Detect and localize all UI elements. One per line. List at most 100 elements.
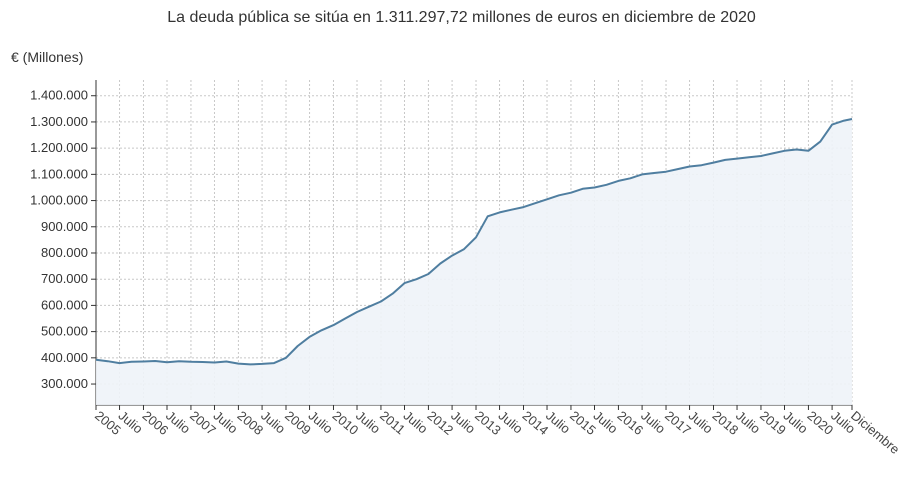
- x-tick-label: Julio: [543, 408, 573, 437]
- data-point: [546, 198, 549, 201]
- y-tick-label: 600.000: [41, 297, 88, 312]
- x-tick-label: 2016: [614, 408, 646, 438]
- data-point: [106, 360, 109, 363]
- data-point: [851, 117, 854, 120]
- y-tick-label: 1.400.000: [30, 88, 88, 103]
- data-point: [653, 172, 656, 175]
- x-tick-label: 2010: [330, 408, 362, 438]
- data-point: [237, 362, 240, 365]
- y-tick-label: 1.300.000: [30, 114, 88, 129]
- data-point: [641, 173, 644, 176]
- data-point: [665, 170, 668, 173]
- data-point: [415, 278, 418, 281]
- y-tick-label: 1.100.000: [30, 166, 88, 181]
- data-point: [177, 360, 180, 363]
- data-point: [819, 140, 822, 143]
- x-tick-label: Julio: [116, 408, 146, 437]
- data-point: [118, 362, 121, 365]
- x-tick-label: Julio: [211, 408, 241, 437]
- data-point: [605, 183, 608, 186]
- x-tick-label: 2019: [757, 408, 789, 438]
- y-tick-label: 900.000: [41, 219, 88, 234]
- data-point: [807, 149, 810, 152]
- x-tick-label: Julio: [733, 408, 763, 437]
- data-point: [688, 165, 691, 168]
- data-point: [510, 208, 513, 211]
- x-tick-label: 2005: [92, 408, 124, 438]
- data-point: [189, 360, 192, 363]
- data-point: [831, 123, 834, 126]
- data-point: [285, 356, 288, 359]
- data-point: [557, 194, 560, 197]
- data-point: [771, 152, 774, 155]
- x-tick-label: Julio: [306, 408, 336, 437]
- data-point: [273, 362, 276, 365]
- x-tick-label: 2013: [472, 408, 504, 438]
- data-point: [130, 360, 133, 363]
- x-tick-label: Julio: [781, 408, 811, 437]
- chart-title: La deuda pública se sitúa en 1.311.297,7…: [167, 9, 756, 26]
- x-tick-label: Julio: [591, 408, 621, 437]
- y-tick-label: 800.000: [41, 245, 88, 260]
- data-point: [581, 187, 584, 190]
- data-point: [498, 211, 501, 214]
- y-tick-label: 300.000: [41, 376, 88, 391]
- x-tick-label: 2020: [805, 408, 837, 438]
- data-point: [261, 362, 264, 365]
- data-point: [403, 282, 406, 285]
- data-point: [475, 236, 478, 239]
- x-tick-label: 2018: [710, 408, 742, 438]
- x-tick-label: Diciembre: [848, 408, 902, 457]
- data-point: [154, 359, 157, 362]
- x-tick-label: Julio: [686, 408, 716, 437]
- x-tick-label: 2008: [234, 408, 266, 438]
- x-tick-label: 2011: [377, 408, 408, 437]
- x-tick-label: 2007: [187, 408, 219, 438]
- data-point: [391, 292, 394, 295]
- data-point: [201, 361, 204, 364]
- data-point: [296, 345, 299, 348]
- x-tick-label: Julio: [258, 408, 288, 437]
- data-point: [332, 324, 335, 327]
- data-point: [427, 272, 430, 275]
- data-point: [629, 177, 632, 180]
- data-point: [356, 310, 359, 313]
- data-point: [451, 254, 454, 257]
- data-point: [308, 335, 311, 338]
- data-point: [213, 361, 216, 364]
- data-point: [700, 164, 703, 167]
- data-point: [736, 157, 739, 160]
- data-point: [724, 158, 727, 161]
- data-point: [795, 148, 798, 151]
- data-point: [95, 358, 98, 361]
- data-point: [783, 149, 786, 152]
- x-tick-label: Julio: [401, 408, 431, 437]
- x-tick-label: 2014: [520, 408, 552, 438]
- data-point: [522, 206, 525, 209]
- data-point: [166, 361, 169, 364]
- data-point: [759, 155, 762, 158]
- y-tick-label: 500.000: [41, 324, 88, 339]
- data-point: [344, 317, 347, 320]
- data-point: [367, 305, 370, 308]
- x-tick-label: Julio: [353, 408, 383, 437]
- data-point: [747, 156, 750, 159]
- data-point: [320, 329, 323, 332]
- x-tick-label: Julio: [163, 408, 193, 437]
- data-point: [463, 248, 466, 251]
- data-point: [439, 262, 442, 265]
- y-tick-label: 400.000: [41, 350, 88, 365]
- data-point: [249, 363, 252, 366]
- x-tick-label: 2017: [662, 408, 694, 438]
- data-point: [486, 215, 489, 218]
- data-point: [593, 186, 596, 189]
- x-tick-label: Julio: [496, 408, 526, 437]
- x-tick-label: 2012: [424, 408, 456, 438]
- data-point: [843, 119, 846, 122]
- x-tick-label: 2009: [282, 408, 314, 438]
- series-line: [95, 118, 853, 366]
- x-tick-label: Julio: [448, 408, 478, 437]
- y-tick-label: 700.000: [41, 271, 88, 286]
- data-point: [379, 300, 382, 303]
